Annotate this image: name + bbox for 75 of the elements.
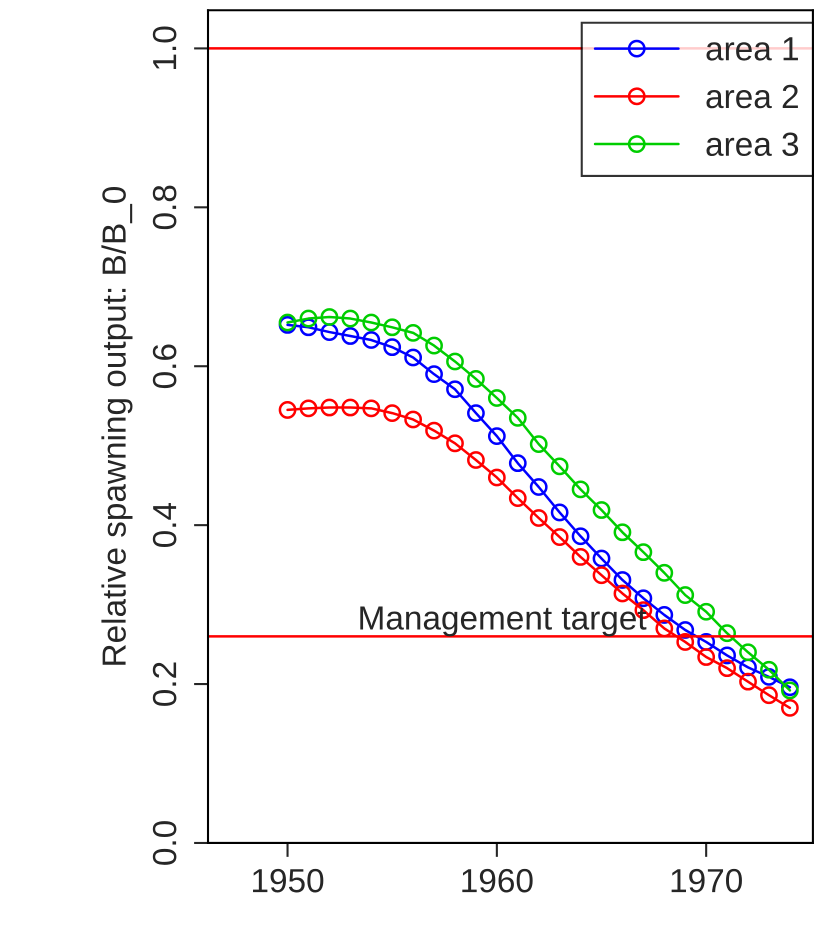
point — [592, 501, 610, 519]
point — [614, 523, 632, 542]
y-tick-label: 0.0 — [152, 821, 176, 865]
point — [404, 324, 422, 342]
y-tick-label: 1.0 — [152, 26, 176, 70]
point — [467, 451, 485, 469]
ref-line-label: Management target — [360, 606, 646, 636]
point — [446, 352, 464, 370]
y-tick-label: 0.8 — [152, 186, 176, 230]
point — [300, 399, 318, 418]
point — [362, 314, 380, 332]
point — [760, 686, 778, 704]
point — [592, 550, 610, 568]
point — [508, 489, 527, 508]
y-tick-label: 0.6 — [152, 344, 176, 388]
point — [550, 457, 569, 476]
point — [739, 672, 757, 691]
point — [425, 422, 443, 440]
point — [572, 480, 590, 498]
x-tick-label: 1970 — [672, 868, 742, 892]
x-tick-label: 1950 — [253, 868, 324, 892]
point — [383, 404, 402, 422]
legend-label: area 2 — [706, 84, 798, 108]
point — [592, 566, 610, 584]
point — [488, 389, 506, 407]
legend-label: area 3 — [706, 132, 798, 156]
y-tick-label: 0.4 — [152, 502, 176, 548]
point — [739, 643, 757, 662]
point — [718, 624, 736, 642]
point — [760, 660, 778, 679]
point — [278, 401, 296, 419]
point — [467, 370, 485, 388]
point — [362, 331, 380, 349]
point — [383, 318, 402, 336]
point — [655, 620, 674, 638]
point — [781, 682, 799, 700]
point — [467, 404, 485, 422]
point — [572, 527, 590, 546]
point — [676, 586, 694, 604]
point — [530, 509, 548, 527]
point — [718, 659, 736, 678]
point — [634, 543, 652, 562]
point — [425, 365, 443, 384]
point — [550, 504, 569, 522]
point — [341, 327, 360, 345]
point — [404, 348, 422, 366]
point — [383, 338, 402, 356]
point — [341, 398, 360, 416]
point — [341, 310, 360, 328]
point — [362, 399, 380, 418]
legend-label: area 1 — [706, 37, 798, 61]
point — [320, 308, 338, 326]
point — [488, 468, 506, 486]
point — [781, 699, 799, 717]
point — [404, 410, 422, 428]
point — [320, 398, 338, 416]
point — [508, 454, 527, 472]
point — [572, 548, 590, 566]
point — [300, 310, 318, 328]
y-axis-title: Relative spawning output: B/B_0 — [101, 187, 132, 665]
y-tick-label: 0.2 — [152, 662, 176, 706]
point — [697, 602, 716, 621]
point — [446, 380, 464, 398]
point — [488, 427, 506, 446]
point — [446, 434, 464, 452]
point — [530, 478, 548, 496]
point — [676, 633, 694, 651]
point — [530, 435, 548, 453]
point — [614, 584, 632, 602]
point — [508, 408, 527, 427]
point — [697, 648, 716, 666]
point — [425, 336, 443, 354]
x-tick-label: 1960 — [462, 868, 533, 892]
point — [550, 528, 569, 546]
point — [655, 564, 674, 582]
